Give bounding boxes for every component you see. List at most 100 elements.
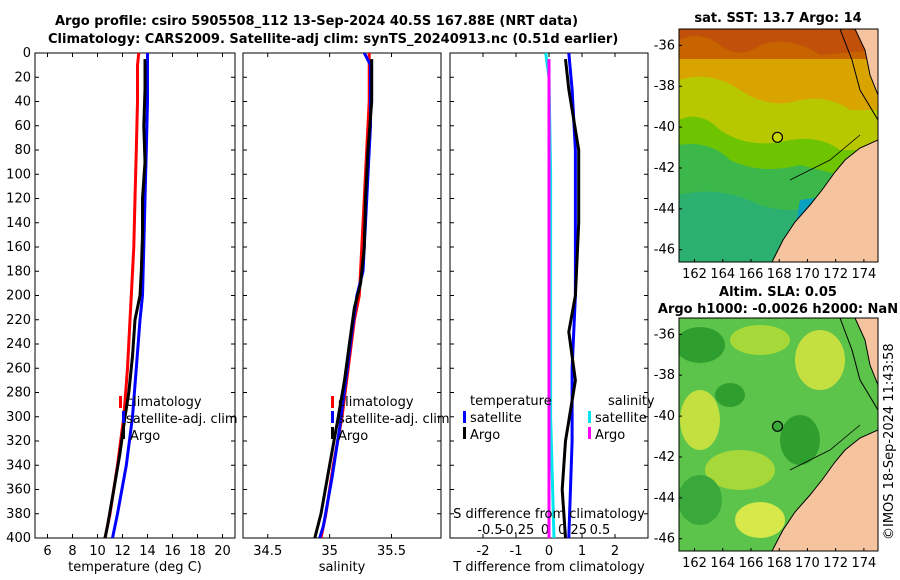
y-tick-label: 280 [6,386,31,401]
x-tick-label: 174 [851,556,876,571]
y-tick-label: 360 [6,483,31,498]
legend-label-s-satellite: satellite [595,411,647,426]
x-tick-label: 12 [114,544,131,559]
sst-map-panel: 162 164 166 168 170 172 174 -36 -38 -40 -42 -44 -46 [654,28,879,282]
x-tick-label: 10 [89,544,106,559]
temperature-legend: climatology satellite-adj. clim Argo [119,395,238,444]
x-tick-label: 174 [851,267,876,282]
y-tick-label: 140 [6,216,31,231]
difference-xlabel-top: S difference from climatology [453,507,645,522]
sla-map-title: Altim. SLA: 0.05 [719,285,837,300]
y-tick-label: 160 [6,240,31,255]
x-tick-label: 164 [710,556,735,571]
legend-label-climatology: climatology [338,395,414,410]
figure-title-line2: Climatology: CARS2009. Satellite-adj cli… [48,32,619,47]
x-tick-label: 20 [214,544,231,559]
legend-label-satellite: satellite-adj. clim [338,412,450,427]
legend-label-climatology: climatology [126,395,202,410]
legend-label-t-argo: Argo [470,428,500,443]
legend-swatch-climatology [331,396,334,408]
sla-map-panel: 162 164 166 168 170 172 174 -36 -38 -40 -42 -44 -46 [654,317,879,571]
y-tick-label: 300 [6,410,31,425]
salinity-panel: 34.5 35 35.5 [242,52,442,559]
sst-map-land-north-island [854,29,878,96]
y-tick-label: 260 [6,361,31,376]
legend-swatch-climatology [119,396,122,408]
legend-swatch-argo [331,427,334,439]
legend-swatch-satellite [331,411,334,423]
series-argo [313,59,374,538]
legend-swatch-s-argo [588,427,591,439]
x-tick-label: 16 [164,544,181,559]
x-tick-label: 35 [321,544,338,559]
x-tick-label: 1 [578,544,586,559]
x-tick-label: 14 [139,544,156,559]
sla-map-argo-marker [771,420,784,432]
x-tick-label: 6 [43,544,51,559]
y-tick-label: 0 [23,46,31,61]
y-tick-label: -46 [654,243,675,258]
x-tick-label: 18 [189,544,206,559]
legend-title-temperature: temperature [470,394,552,409]
y-tick-label: 380 [6,507,31,522]
salinity-profile-frame [242,52,442,539]
y-tick-label: -36 [654,38,675,53]
temperature-profile-frame [34,52,236,539]
difference-panel: -2 -1 0 1 2 -0.5-0.25 0 0.25 0.5 [449,52,649,559]
legend-label-s-argo: Argo [595,428,625,443]
y-tick-label: -44 [654,491,675,506]
x-tick-label: 2 [611,544,619,559]
legend-swatch-s-satellite [588,411,591,423]
series-satellite-adj-clim [318,53,372,538]
x-tick-label-top: -0.25 [501,523,535,538]
imos-watermark: ©IMOS 18-Sep-2024 11:43:58 [882,343,897,540]
y-tick-label: 40 [14,95,31,110]
x-tick-label-top: -0.5 [477,523,502,538]
y-tick-label: 20 [14,70,31,85]
sst-map-land-south-island [771,139,878,262]
x-tick-label-top: 0.25 [558,523,587,538]
x-tick-label: 8 [68,544,76,559]
series-argo [103,59,147,538]
x-tick-label: 34.5 [253,544,282,559]
x-tick-label: 0 [545,544,553,559]
x-tick-label: 166 [739,267,764,282]
sla-map-land-south-island [771,429,878,551]
salinity-xlabel: salinity [319,560,366,575]
sla-map-axes: 162 164 166 168 170 172 174 -36 -38 -40 -42 -44 -46 [654,327,877,571]
sla-map-land-north-island [854,318,878,386]
x-tick-label: 172 [823,556,848,571]
y-tick-label: 80 [14,143,31,158]
y-tick-label: -40 [654,120,675,135]
legend-swatch-t-argo [463,427,466,439]
x-tick-label-top: 0.5 [590,523,611,538]
difference-xlabel: T difference from climatology [452,560,645,575]
x-tick-label: -2 [477,544,490,559]
x-tick-label: 162 [682,556,707,571]
legend-label-argo: Argo [130,429,160,444]
legend-label-satellite: satellite-adj. clim [126,412,238,427]
y-tick-label: 340 [6,458,31,473]
figure-title-line1: Argo profile: csiro 5905508_112 13-Sep-2… [55,14,579,29]
sst-map-axes: 162 164 166 168 170 172 174 -36 -38 -40 -42 -44 -46 [654,38,877,282]
sla-map-subtitle: Argo h1000: -0.0026 h2000: NaN [658,302,898,317]
x-tick-label-top: 0 [541,523,549,538]
x-tick-label: 166 [739,556,764,571]
x-tick-label: 170 [795,267,820,282]
sla-map-field [679,318,878,551]
y-tick-label: -44 [654,202,675,217]
sst-map-coast-outline [839,29,878,121]
temperature-panel: 6 8 10 12 14 16 18 2002040608010012014016018020… [6,46,236,559]
legend-swatch-satellite [122,411,125,423]
sst-map-title: sat. SST: 13.7 Argo: 14 [694,11,861,26]
x-tick-label: 168 [767,556,792,571]
series-climatology [103,53,141,538]
y-tick-label: 220 [6,313,31,328]
y-tick-label: -38 [654,79,675,94]
legend-label-t-satellite: satellite [470,411,522,426]
sst-map-argo-marker [771,131,784,143]
y-tick-label: -36 [654,327,675,342]
legend-swatch-t-satellite [463,411,466,423]
x-tick-label: 164 [710,267,735,282]
legend-title-salinity: salinity [608,394,655,409]
